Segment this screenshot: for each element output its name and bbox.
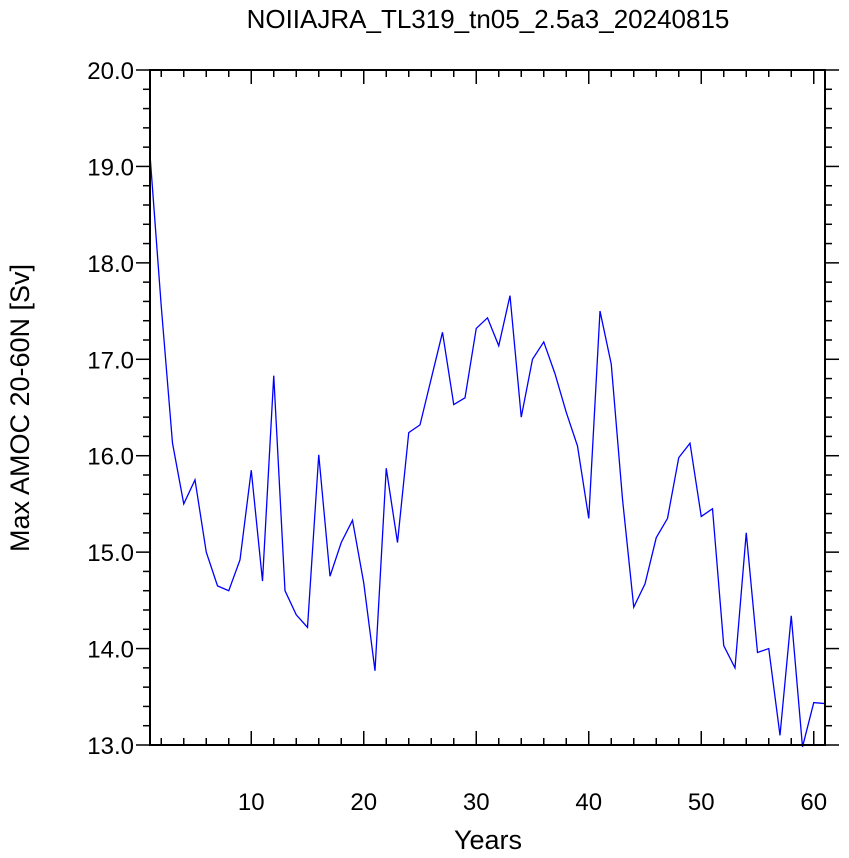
x-tick-label: 50 — [688, 789, 715, 816]
y-tick-label: 13.0 — [87, 733, 134, 760]
x-tick-label: 20 — [350, 789, 377, 816]
axis-ticks — [136, 69, 839, 746]
series-line — [149, 154, 826, 748]
x-tick-label: 10 — [238, 789, 265, 816]
x-tick-label: 40 — [575, 789, 602, 816]
y-tick-label: 14.0 — [87, 637, 134, 664]
y-tick-label: 20.0 — [87, 58, 134, 85]
y-tick-label: 19.0 — [87, 154, 134, 181]
tick-labels: 10 20 30 40 50 60 13.0 14.0 15.0 16.0 17.0 18.0 19.0… — [87, 58, 827, 816]
x-axis-label: Years — [454, 825, 522, 855]
y-tick-label: 15.0 — [87, 540, 134, 567]
y-axis-label: Max AMOC 20-60N [Sv] — [5, 264, 35, 552]
x-tick-label: 60 — [800, 789, 827, 816]
plot-frame — [149, 69, 826, 746]
y-tick-label: 18.0 — [87, 251, 134, 278]
chart-title: NOIIAJRA_TL319_tn05_2.5a3_20240815 — [247, 4, 730, 34]
x-tick-label: 30 — [463, 789, 490, 816]
y-tick-label: 16.0 — [87, 444, 134, 471]
y-tick-label: 17.0 — [87, 347, 134, 374]
